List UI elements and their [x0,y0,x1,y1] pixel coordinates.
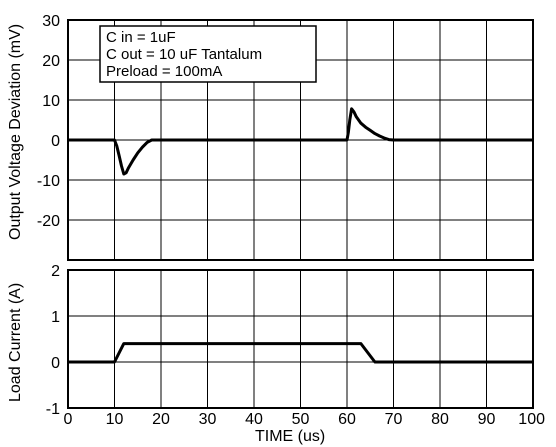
top-y-tick-label: -10 [37,173,60,190]
bottom-y-axis-label: Load Current (A) [7,283,24,402]
top-y-axis-label: Output Voltage Deviation (mV) [7,24,24,240]
top-y-tick-label: -20 [37,213,60,230]
bottom-panel-frame [67,269,534,409]
annotation-cin: C in = 1uF [106,29,176,46]
bottom-y-tick-label: 2 [51,263,60,280]
load-current-series [68,342,533,364]
x-tick-label: 40 [245,411,263,428]
x-tick-label: 70 [385,411,403,428]
annotation-preload: Preload = 100mA [106,63,222,80]
x-tick-label: 60 [338,411,356,428]
top-y-tick-label: 20 [42,53,60,70]
x-tick-label: 10 [106,411,124,428]
annotation-box [99,25,317,83]
x-axis-label: TIME (us) [255,428,325,445]
x-tick-label: 20 [152,411,170,428]
annotation-cout: C out = 10 uF Tantalum [106,46,262,63]
top-y-tick-label: 10 [42,93,60,110]
bottom-y-tick-label: -1 [46,401,60,418]
bottom-panel-grid [68,270,533,408]
x-tick-label: 90 [478,411,496,428]
x-tick-label: 30 [199,411,217,428]
voltage-deviation-series [68,107,533,176]
x-tick-label: 100 [518,411,545,428]
top-y-tick-label: 30 [42,13,60,30]
bottom-y-tick-label: 0 [51,355,60,372]
bottom-y-tick-label: 1 [51,309,60,326]
x-tick-label: 0 [64,411,73,428]
x-tick-label: 80 [431,411,449,428]
x-tick-label: 50 [292,411,310,428]
top-y-tick-label: 0 [51,133,60,150]
